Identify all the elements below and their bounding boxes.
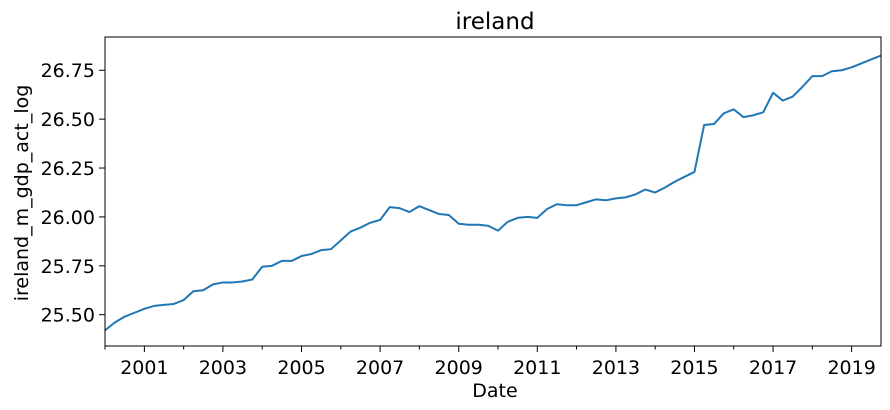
- x-tick-label: 2019: [827, 357, 875, 379]
- plot-area: [104, 54, 882, 332]
- x-axis-label: Date: [472, 380, 517, 402]
- y-tick-label: 26.50: [41, 109, 95, 131]
- y-tick-label: 25.50: [41, 305, 95, 327]
- chart-title: ireland: [455, 9, 534, 35]
- x-tick-label: 2013: [592, 357, 640, 379]
- x-tick-label: 2009: [435, 357, 483, 379]
- x-tick-label: 2003: [199, 357, 247, 379]
- x-tick-label: 2007: [356, 357, 404, 379]
- x-tick-label: 2005: [277, 357, 325, 379]
- y-tick-label: 26.75: [41, 60, 95, 82]
- y-tick-label: 26.00: [41, 207, 95, 229]
- x-tick-label: 2011: [513, 357, 561, 379]
- series-line: [104, 54, 882, 332]
- x-tick-label: 2001: [120, 357, 168, 379]
- y-tick-label: 26.25: [41, 158, 95, 180]
- y-axis-label: ireland_m_gdp_act_log: [11, 85, 33, 302]
- y-tick-label: 25.75: [41, 256, 95, 278]
- plot-frame: [104, 36, 882, 347]
- x-tick-label: 2017: [749, 357, 797, 379]
- x-tick-label: 2015: [670, 357, 718, 379]
